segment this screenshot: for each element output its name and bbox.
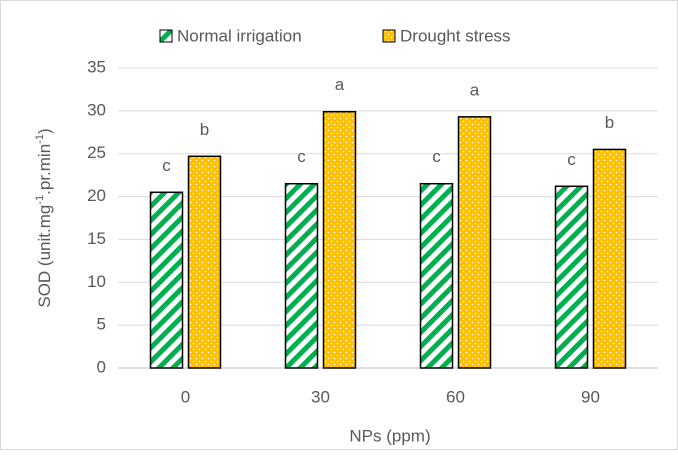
bar bbox=[592, 148, 627, 369]
superscript: -1 bbox=[34, 195, 46, 205]
y-tick-label: 5 bbox=[97, 315, 106, 334]
x-tick-label: 90 bbox=[581, 387, 600, 406]
significance-label: b bbox=[605, 113, 614, 132]
significance-label: b bbox=[200, 120, 209, 139]
superscript: -1 bbox=[34, 134, 46, 144]
x-tick-label: 60 bbox=[446, 387, 465, 406]
label-part: ) bbox=[35, 128, 54, 134]
y-axis-title: SOD (unit.mg-1.pr.min-1) bbox=[34, 128, 55, 307]
significance-label: a bbox=[470, 80, 480, 99]
legend-label: Normal irrigation bbox=[177, 26, 302, 45]
x-axis-title: NPs (ppm) bbox=[349, 426, 430, 445]
y-tick-label: 15 bbox=[87, 229, 106, 248]
bar bbox=[554, 185, 589, 369]
x-tick-label: 0 bbox=[181, 387, 190, 406]
bar bbox=[419, 182, 454, 369]
significance-label: c bbox=[162, 156, 171, 175]
bar bbox=[457, 116, 492, 369]
significance-label: c bbox=[567, 150, 576, 169]
legend-label: Drought stress bbox=[400, 26, 511, 45]
significance-label: c bbox=[432, 147, 441, 166]
y-tick-label: 20 bbox=[87, 186, 106, 205]
legend-swatch bbox=[159, 29, 173, 43]
bar bbox=[322, 110, 357, 369]
bar bbox=[284, 182, 319, 369]
y-tick-label: 35 bbox=[87, 57, 106, 76]
bar bbox=[187, 155, 222, 369]
significance-label: a bbox=[335, 75, 345, 94]
y-tick-label: 25 bbox=[87, 143, 106, 162]
bar bbox=[149, 191, 184, 369]
label-part: SOD (unit.mg bbox=[35, 205, 54, 308]
label-part: .pr.min bbox=[35, 144, 54, 195]
y-tick-label: 30 bbox=[87, 100, 106, 119]
significance-label: c bbox=[297, 147, 306, 166]
legend-swatch bbox=[382, 29, 396, 43]
y-tick-label: 0 bbox=[97, 357, 106, 376]
x-tick-label: 30 bbox=[311, 387, 330, 406]
y-tick-label: 10 bbox=[87, 272, 106, 291]
